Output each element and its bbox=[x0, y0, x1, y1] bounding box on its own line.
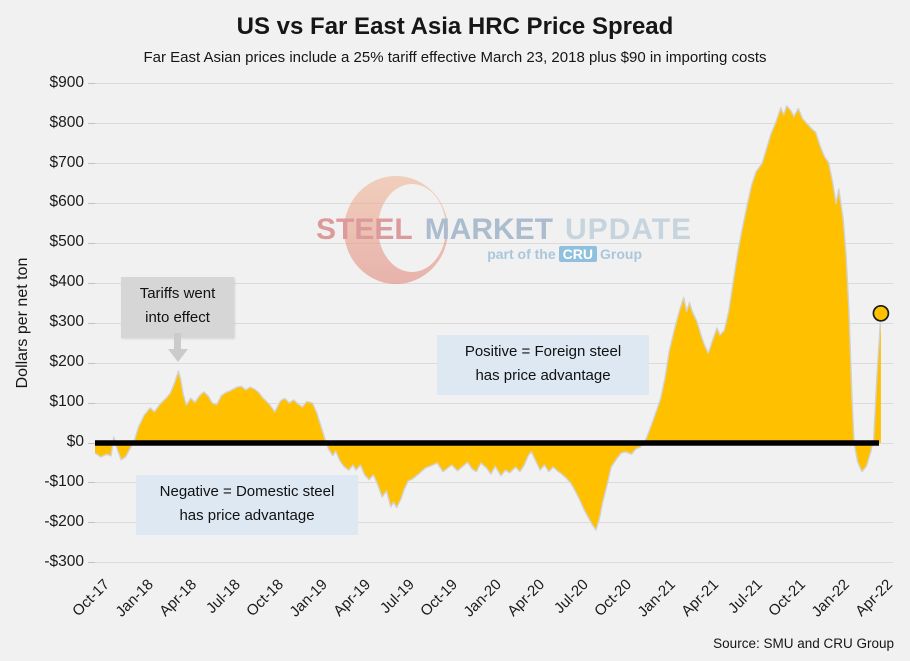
gridline bbox=[95, 562, 893, 564]
cru-badge: CRU bbox=[558, 246, 597, 262]
gridline bbox=[95, 202, 893, 204]
chart-subtitle: Far East Asian prices include a 25% tari… bbox=[143, 49, 767, 66]
gridline bbox=[95, 522, 893, 524]
watermark-text: STEEL MARKET UPDATE bbox=[316, 213, 692, 247]
y-tick-label: $700 bbox=[49, 153, 84, 171]
y-axis-tick bbox=[88, 123, 95, 125]
y-tick-label: $500 bbox=[49, 233, 84, 251]
down-arrow-icon bbox=[174, 333, 181, 350]
gridline bbox=[95, 163, 893, 165]
negative-annotation-line1: Negative = Domestic steel bbox=[159, 483, 335, 500]
watermark-update: UPDATE bbox=[565, 213, 693, 246]
watermark-steel: STEEL bbox=[316, 213, 413, 246]
y-tick-label: $0 bbox=[66, 433, 84, 450]
y-tick-label: $200 bbox=[49, 353, 84, 371]
latest-point-marker bbox=[872, 304, 890, 322]
positive-annotation-line1: Positive = Foreign steel bbox=[464, 343, 622, 360]
hrc-spread-area bbox=[95, 105, 881, 530]
y-tick-label: $400 bbox=[49, 273, 84, 291]
y-tick-label: $900 bbox=[49, 73, 84, 91]
tariffs-annotation-line2: into effect bbox=[145, 309, 210, 327]
y-tick-label: $100 bbox=[49, 393, 84, 411]
down-arrow-head-icon bbox=[168, 349, 188, 362]
chart-title: US vs Far East Asia HRC Price Spread bbox=[236, 13, 674, 40]
y-axis-tick bbox=[88, 522, 95, 524]
watermark-tagline: part of the CRU Group bbox=[430, 246, 642, 262]
gridline bbox=[95, 402, 893, 404]
gridline bbox=[95, 83, 893, 85]
hrc-spread-line bbox=[94, 105, 882, 531]
y-axis-tick bbox=[88, 282, 95, 284]
tariffs-annotation-line1: Tariffs went bbox=[139, 285, 216, 302]
y-tick-label: $600 bbox=[49, 193, 84, 211]
negative-annotation: Negative = Domestic steel has price adva… bbox=[136, 475, 358, 535]
y-axis-tick bbox=[88, 362, 95, 364]
gridline bbox=[95, 123, 893, 125]
watermark-tagline-suffix: Group bbox=[600, 246, 642, 262]
y-axis-tick bbox=[88, 242, 95, 244]
y-axis-tick bbox=[88, 402, 95, 404]
tariffs-annotation: Tariffs went into effect bbox=[121, 277, 234, 338]
crescent-logo-icon bbox=[344, 176, 448, 284]
gridline bbox=[95, 322, 893, 324]
y-axis-tick bbox=[88, 163, 95, 165]
y-axis-tick bbox=[88, 562, 95, 564]
y-axis-tick bbox=[88, 83, 95, 85]
positive-annotation-line2: has price advantage bbox=[475, 367, 611, 385]
gridline bbox=[95, 282, 893, 284]
watermark-tagline-prefix: part of the bbox=[487, 246, 556, 262]
y-axis-tick bbox=[88, 442, 95, 444]
negative-annotation-line2: has price advantage bbox=[179, 507, 315, 525]
y-tick-label: -$300 bbox=[44, 552, 84, 570]
gridline bbox=[95, 482, 893, 484]
gridline bbox=[95, 242, 893, 244]
positive-annotation: Positive = Foreign steel has price advan… bbox=[437, 335, 649, 395]
y-axis-tick bbox=[88, 202, 95, 204]
y-axis-tick bbox=[88, 322, 95, 324]
y-tick-label: $300 bbox=[49, 313, 84, 331]
y-axis-tick bbox=[88, 482, 95, 484]
watermark-market: MARKET bbox=[424, 213, 554, 246]
y-tick-label: -$200 bbox=[44, 512, 84, 530]
y-tick-label: $800 bbox=[49, 113, 84, 131]
y-tick-label: -$100 bbox=[44, 472, 84, 490]
source-credit: Source: SMU and CRU Group bbox=[713, 636, 894, 651]
